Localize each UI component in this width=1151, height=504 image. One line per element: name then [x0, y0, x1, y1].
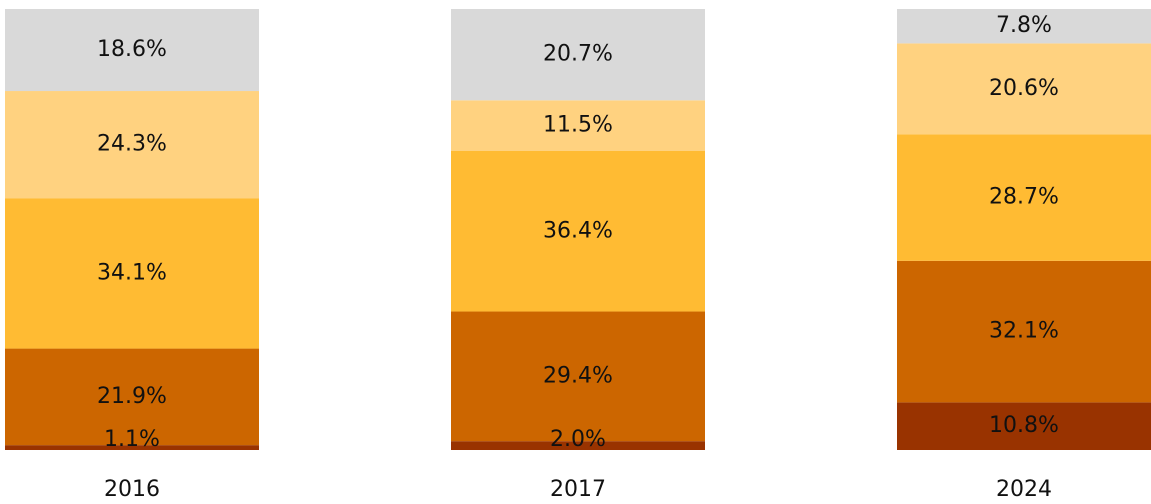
data-label: 28.7% [989, 185, 1059, 210]
bar-segment [451, 9, 705, 101]
bar-segment [897, 9, 1151, 44]
bar-segment [5, 445, 259, 450]
bar-segment [5, 9, 259, 92]
data-label: 21.9% [97, 384, 167, 409]
bar-segment [451, 151, 705, 312]
bar-segment [451, 441, 705, 450]
data-label: 1.1% [104, 427, 160, 452]
data-label: 11.5% [543, 113, 613, 138]
data-label: 36.4% [543, 218, 613, 243]
data-label: 10.8% [989, 413, 1059, 438]
data-label: 2.0% [550, 427, 606, 452]
bar-segment [897, 260, 1151, 403]
x-tick-label: 2016 [104, 477, 160, 502]
bar-segment [5, 348, 259, 446]
bar-segment [5, 198, 259, 349]
data-label: 7.8% [996, 13, 1052, 38]
bar-segment [451, 100, 705, 152]
data-label: 24.3% [97, 132, 167, 157]
bar-segment [5, 91, 259, 199]
x-tick-label: 2024 [996, 477, 1052, 502]
bar-segment [897, 43, 1151, 135]
bar-segment [897, 402, 1151, 450]
data-label: 20.7% [543, 42, 613, 67]
data-label: 20.6% [989, 76, 1059, 101]
data-label: 18.6% [97, 37, 167, 62]
data-label: 32.1% [989, 319, 1059, 344]
data-label: 34.1% [97, 260, 167, 285]
bar-segment [451, 311, 705, 442]
x-tick-label: 2017 [550, 477, 606, 502]
bar-segment [897, 134, 1151, 261]
data-label: 29.4% [543, 363, 613, 388]
